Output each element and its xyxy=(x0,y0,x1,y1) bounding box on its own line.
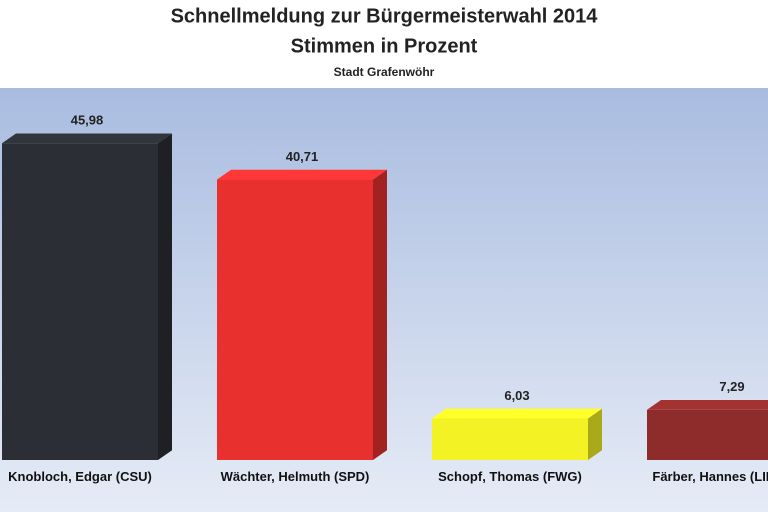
value-label: 7,29 xyxy=(719,379,744,394)
chart-subtitle: Stimmen in Prozent xyxy=(291,35,478,57)
value-label: 40,71 xyxy=(286,149,319,164)
bar xyxy=(432,418,588,460)
bar xyxy=(647,409,768,460)
bar-top xyxy=(432,408,602,419)
x-tick-label: Wächter, Helmuth (SPD) xyxy=(220,469,370,484)
value-label: 45,98 xyxy=(71,113,104,128)
x-tick-label: Knobloch, Edgar (CSU) xyxy=(8,469,152,484)
x-tick-label: Färber, Hannes (LINKE) xyxy=(652,469,768,484)
bar xyxy=(2,143,158,460)
x-tick-label: Schopf, Thomas (FWG) xyxy=(438,469,582,484)
value-label: 6,03 xyxy=(504,388,529,403)
chart-title: Schnellmeldung zur Bürgermeisterwahl 201… xyxy=(171,5,599,27)
bar-side xyxy=(158,133,172,460)
bar-top xyxy=(2,133,172,144)
bar-side xyxy=(373,169,387,460)
bar-side xyxy=(588,408,602,460)
chart-caption: Stadt Grafenwöhr xyxy=(334,65,435,79)
bar-top xyxy=(647,399,768,410)
bar-top xyxy=(217,169,387,180)
bar xyxy=(217,179,373,460)
